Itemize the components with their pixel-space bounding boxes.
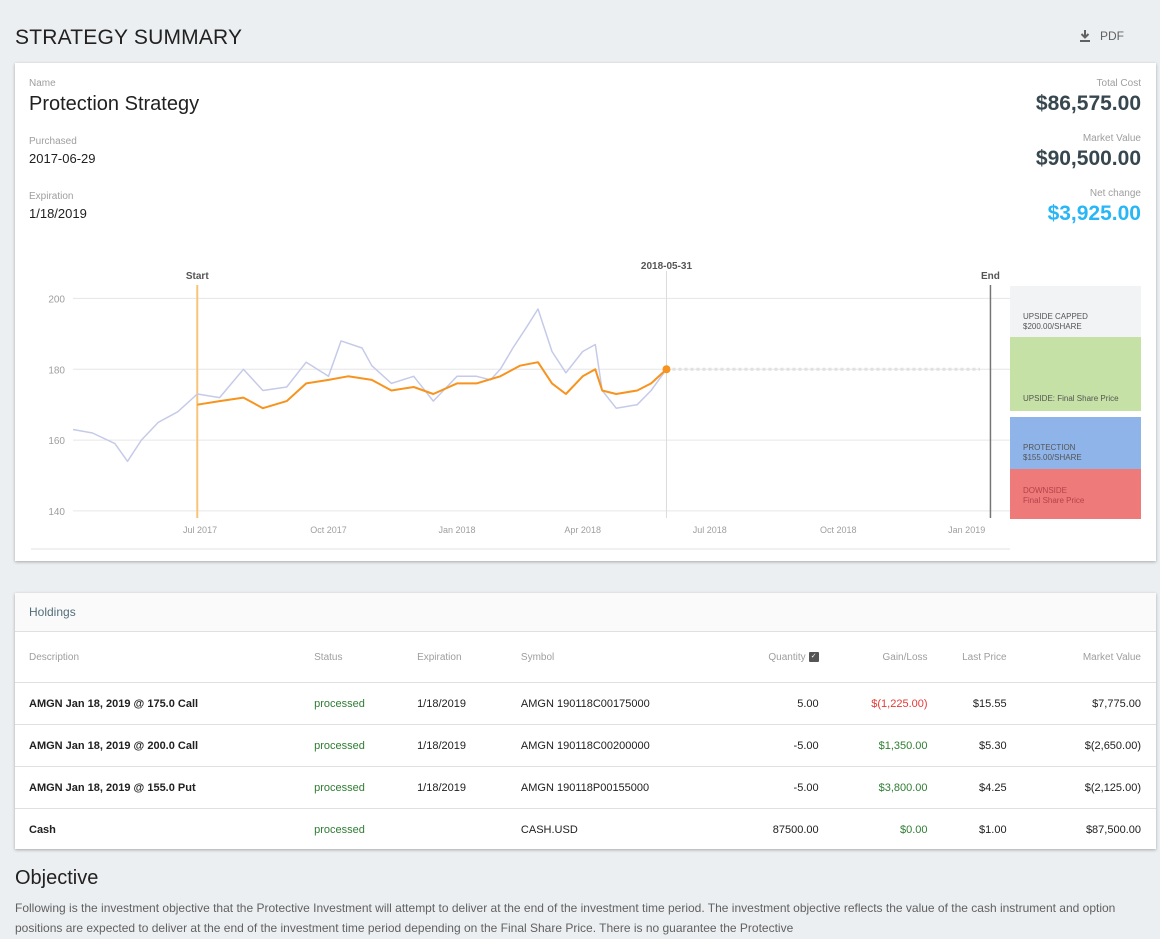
zone-downside-value: Final Share Price bbox=[1023, 496, 1085, 505]
holdings-title: Holdings bbox=[29, 605, 76, 619]
name-label: Name bbox=[29, 78, 56, 89]
download-icon bbox=[1080, 30, 1090, 42]
row-quantity: -5.00 bbox=[708, 724, 819, 767]
col-symbol[interactable]: Symbol bbox=[520, 632, 709, 683]
zone-upside-capped: UPSIDE CAPPED $200.00/SHARE bbox=[1010, 286, 1141, 337]
strategy-chart: 200 180 160 140 Jul 2017 Oct 2017 Jan 2018 Apr … bbox=[31, 261, 1010, 550]
row-description: AMGN Jan 18, 2019 @ 155.0 Put bbox=[15, 766, 315, 809]
holdings-card: Holdings Description Status Expiration S… bbox=[15, 593, 1156, 849]
row-market-value: $87,500.00 bbox=[1085, 823, 1141, 836]
row-market-value: $(2,650.00) bbox=[1006, 724, 1156, 767]
purchased-label: Purchased bbox=[29, 136, 77, 147]
row-quantity: 87500.00 bbox=[772, 823, 819, 836]
row-quantity: 5.00 bbox=[708, 682, 819, 725]
y-tick-label: 160 bbox=[48, 436, 65, 447]
row-last-price: $4.25 bbox=[927, 766, 1007, 809]
pdf-label: PDF bbox=[1100, 29, 1124, 43]
row-last-price: $15.55 bbox=[927, 682, 1007, 725]
x-tick-label: Jul 2017 bbox=[183, 525, 217, 535]
row-gain-loss: $0.00 bbox=[900, 823, 928, 836]
holdings-header: Holdings bbox=[15, 593, 1156, 632]
zone-upside-title: UPSIDE: Final Share Price bbox=[1023, 394, 1119, 403]
row-symbol: CASH.USD bbox=[520, 823, 578, 836]
x-tick-label: Oct 2018 bbox=[820, 525, 857, 535]
row-expiration bbox=[417, 809, 521, 851]
y-tick-label: 200 bbox=[48, 294, 65, 305]
row-gain-loss: $1,350.00 bbox=[818, 724, 928, 767]
col-status[interactable]: Status bbox=[314, 632, 418, 683]
objective-title: Objective bbox=[15, 867, 99, 889]
row-status: processed bbox=[314, 823, 365, 836]
col-quantity-label: Quantity bbox=[768, 651, 806, 663]
row-quantity: -5.00 bbox=[708, 766, 819, 809]
market-value: $90,500.00 bbox=[1035, 147, 1141, 170]
expiration-date: 1/18/2019 bbox=[29, 206, 87, 221]
page-title: STRATEGY SUMMARY bbox=[15, 26, 243, 49]
current-date-label: 2018-05-31 bbox=[641, 261, 693, 272]
current-value-point bbox=[662, 365, 671, 374]
row-status: processed bbox=[314, 766, 418, 809]
strategy-value-line bbox=[197, 361, 668, 410]
start-label: Start bbox=[186, 271, 209, 282]
strategy-name: Protection Strategy bbox=[29, 93, 200, 115]
zone-downside-title: DOWNSIDE bbox=[1023, 486, 1067, 495]
net-change: $3,925.00 bbox=[1047, 202, 1141, 225]
purchased-date: 2017-06-29 bbox=[29, 151, 96, 166]
y-tick-label: 140 bbox=[48, 507, 65, 518]
zone-upside: UPSIDE: Final Share Price bbox=[1010, 337, 1141, 411]
total-cost: $86,575.00 bbox=[1035, 92, 1141, 115]
row-status: processed bbox=[314, 682, 418, 725]
table-row[interactable]: AMGN Jan 18, 2019 @ 155.0 Put processed … bbox=[15, 766, 1156, 809]
y-tick-label: 180 bbox=[48, 365, 65, 376]
x-tick-label: Jan 2018 bbox=[438, 525, 475, 535]
row-expiration: 1/18/2019 bbox=[417, 766, 521, 809]
net-change-label: Net change bbox=[1089, 188, 1141, 199]
zone-protection-title: PROTECTION bbox=[1023, 443, 1076, 452]
zone-protection: PROTECTION $155.00/SHARE bbox=[1010, 417, 1141, 469]
row-gain-loss: $(1,225.00) bbox=[818, 682, 928, 725]
col-expiration[interactable]: Expiration bbox=[417, 632, 521, 683]
row-symbol: AMGN 190118P00155000 bbox=[520, 766, 709, 809]
market-value-label: Market Value bbox=[1082, 133, 1141, 144]
strategy-summary-card: Name Protection Strategy Purchased 2017-… bbox=[15, 63, 1156, 561]
x-tick-label: Apr 2018 bbox=[564, 525, 601, 535]
row-symbol: AMGN 190118C00200000 bbox=[520, 724, 709, 767]
row-status: processed bbox=[314, 724, 418, 767]
expiration-label: Expiration bbox=[29, 191, 74, 202]
total-cost-label: Total Cost bbox=[1096, 78, 1141, 89]
row-market-value: $(2,125.00) bbox=[1006, 766, 1156, 809]
end-label: End bbox=[981, 271, 1000, 282]
zone-upside-capped-title: UPSIDE CAPPED bbox=[1023, 312, 1088, 321]
col-quantity[interactable]: Quantity ✓ bbox=[708, 632, 819, 683]
row-last-price: $1.00 bbox=[979, 823, 1007, 836]
x-tick-label: Oct 2017 bbox=[310, 525, 347, 535]
col-market-value[interactable]: Market Value bbox=[1006, 632, 1156, 683]
pdf-button[interactable]: PDF bbox=[1078, 25, 1124, 47]
x-tick-label: Jul 2018 bbox=[693, 525, 727, 535]
holdings-header-row: Description Status Expiration Symbol Qua… bbox=[15, 632, 1156, 683]
row-last-price: $5.30 bbox=[927, 724, 1007, 767]
row-market-value: $7,775.00 bbox=[1006, 682, 1156, 725]
quantity-checkbox[interactable]: ✓ bbox=[808, 651, 819, 662]
row-description: AMGN Jan 18, 2019 @ 200.0 Call bbox=[15, 724, 315, 767]
row-description: AMGN Jan 18, 2019 @ 175.0 Call bbox=[15, 682, 315, 725]
row-expiration: 1/18/2019 bbox=[417, 682, 521, 725]
col-description[interactable]: Description bbox=[15, 632, 315, 683]
col-gain-loss[interactable]: Gain/Loss bbox=[818, 632, 928, 683]
table-row[interactable]: Cash processed CASH.USD 87500.00 $0.00 $… bbox=[15, 809, 1156, 851]
zone-downside: DOWNSIDE Final Share Price bbox=[1010, 469, 1141, 519]
table-row[interactable]: AMGN Jan 18, 2019 @ 175.0 Call processed… bbox=[15, 682, 1156, 725]
x-tick-label: Jan 2019 bbox=[948, 525, 985, 535]
table-row[interactable]: AMGN Jan 18, 2019 @ 200.0 Call processed… bbox=[15, 724, 1156, 767]
stock-price-line bbox=[72, 308, 668, 463]
holdings-table: Description Status Expiration Symbol Qua… bbox=[15, 632, 1156, 850]
col-last-price[interactable]: Last Price bbox=[927, 632, 1007, 683]
row-gain-loss: $3,800.00 bbox=[818, 766, 928, 809]
row-description: Cash bbox=[29, 823, 56, 836]
row-expiration: 1/18/2019 bbox=[417, 724, 521, 767]
zone-protection-value: $155.00/SHARE bbox=[1023, 453, 1082, 462]
objective-text: Following is the investment objective th… bbox=[15, 901, 1116, 935]
row-symbol: AMGN 190118C00175000 bbox=[520, 682, 709, 725]
zone-upside-capped-value: $200.00/SHARE bbox=[1023, 322, 1082, 331]
